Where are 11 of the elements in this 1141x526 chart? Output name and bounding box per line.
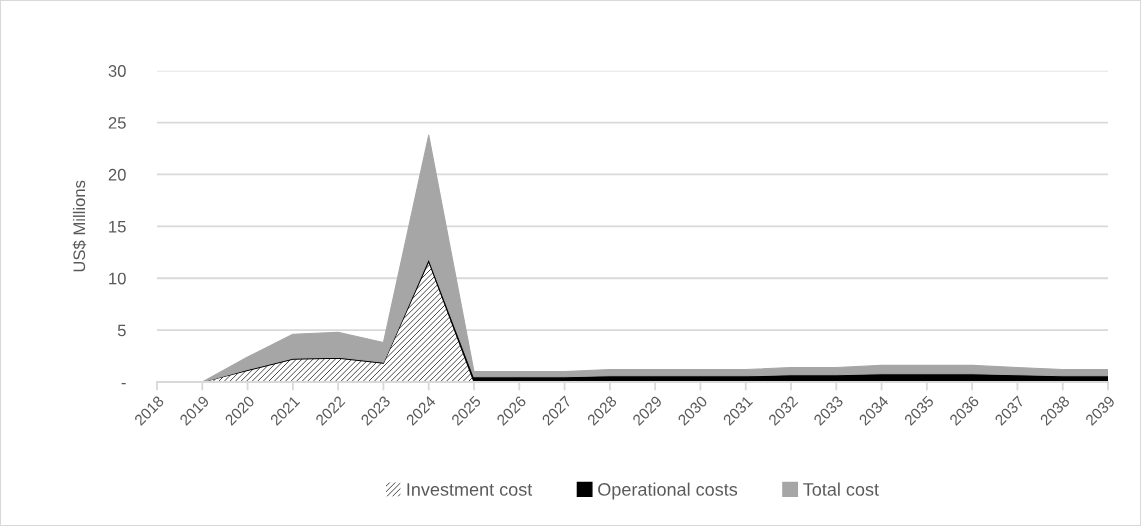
y-axis-title: US$ Millions: [72, 180, 87, 272]
y-tick-label: 25: [108, 116, 126, 129]
y-tick-label: 10: [109, 272, 126, 285]
y-tick-label: 30: [108, 65, 126, 77]
legend-label: Total cost: [803, 482, 879, 496]
y-tick-label: -: [121, 382, 126, 385]
legend-label: Investment cost: [407, 483, 533, 496]
y-tick-label: 5: [117, 324, 126, 337]
y-tick-label: 15: [109, 220, 126, 233]
legend-label: Operational costs: [598, 482, 738, 500]
y-tick-label: 20: [108, 168, 126, 181]
